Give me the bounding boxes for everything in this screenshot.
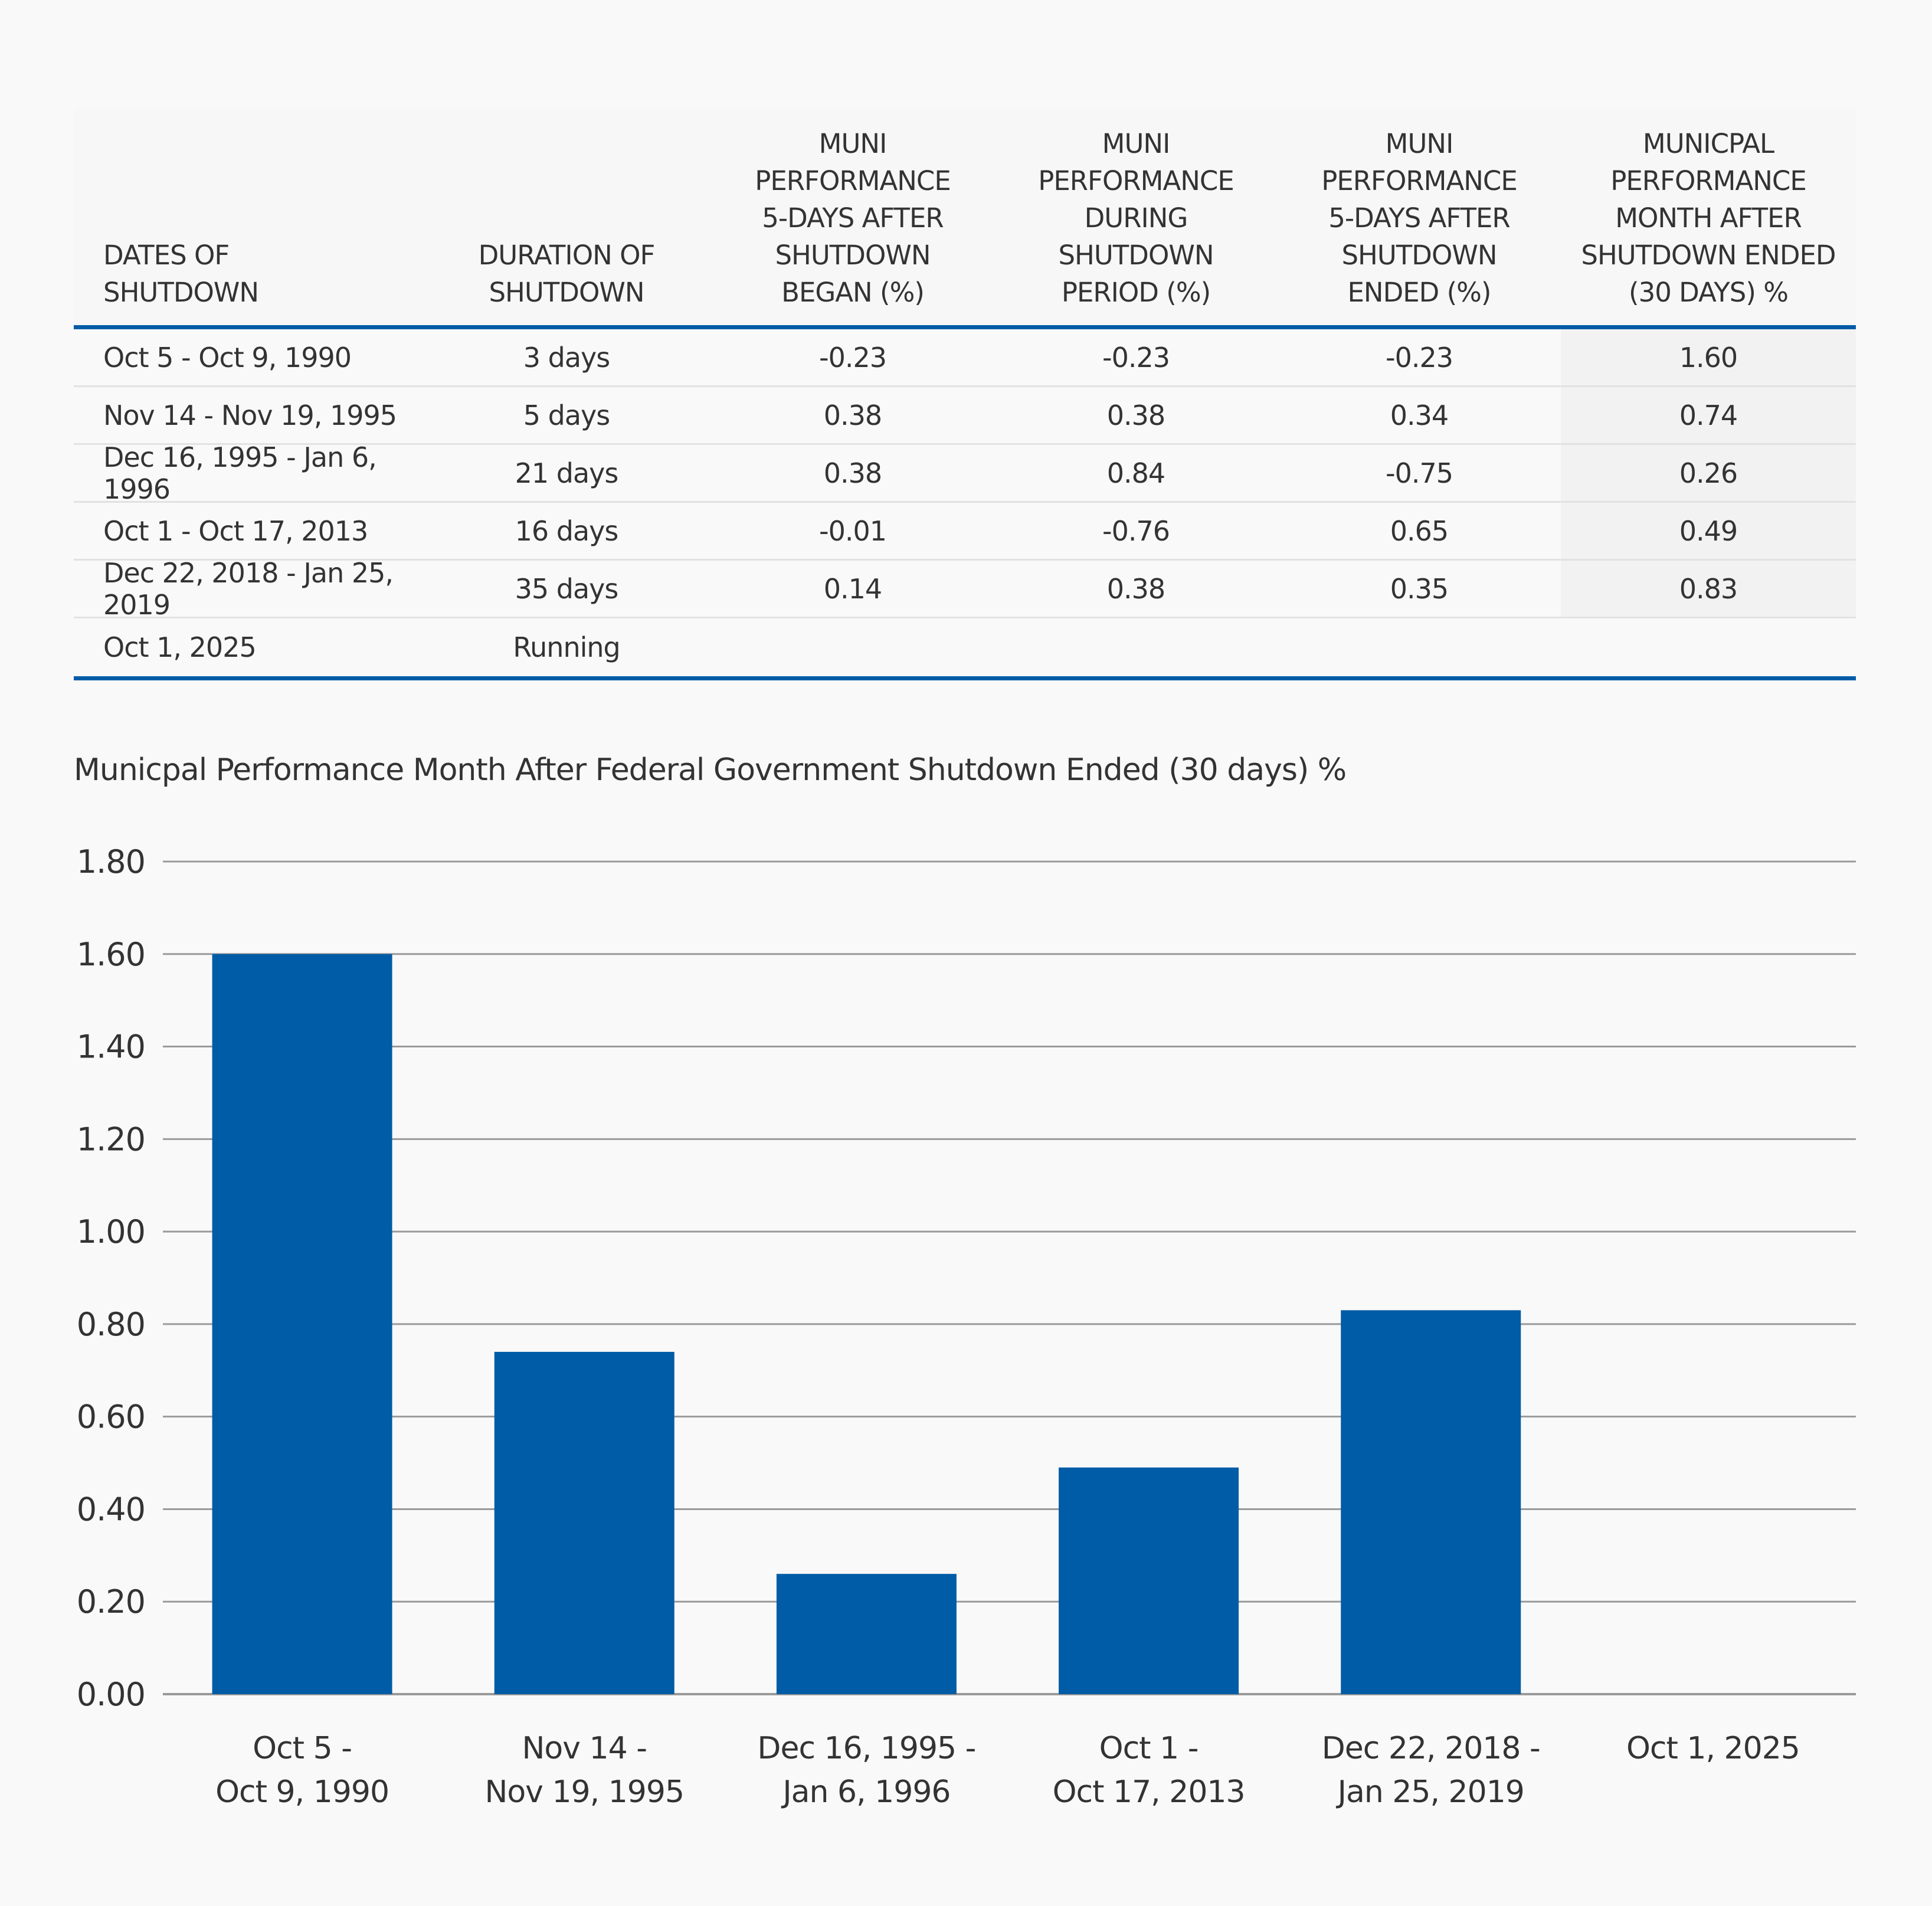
- x-tick-label: Jan 25, 2019: [1336, 1774, 1524, 1810]
- x-tick-label: Nov 14 -: [522, 1731, 647, 1766]
- y-tick-label: 1.00: [77, 1213, 145, 1250]
- x-tick-label: Oct 1 -: [1099, 1731, 1199, 1766]
- bar: [777, 1574, 957, 1694]
- y-tick-label: 0.60: [77, 1399, 145, 1436]
- y-tick-label: 1.20: [77, 1121, 145, 1158]
- x-tick-label: Oct 9, 1990: [215, 1774, 389, 1810]
- x-tick-label: Dec 16, 1995 -: [757, 1731, 975, 1766]
- y-tick-label: 0.80: [77, 1306, 145, 1343]
- x-tick-label: Oct 5 -: [253, 1731, 352, 1766]
- bar: [1059, 1468, 1239, 1694]
- bar: [212, 954, 392, 1694]
- y-tick-label: 0.00: [77, 1676, 145, 1713]
- y-tick-label: 0.20: [77, 1583, 145, 1620]
- bar-chart: 0.00 0.20 0.40 0.60 0.80 1.00 1.20 1.40 1.60 1.80…: [0, 0, 1932, 1906]
- y-tick-label: 0.40: [77, 1491, 145, 1528]
- y-tick-label: 1.60: [77, 936, 145, 973]
- bar: [1341, 1310, 1521, 1694]
- x-tick-label: Oct 17, 2013: [1053, 1774, 1245, 1810]
- x-tick-label: Nov 19, 1995: [484, 1774, 684, 1810]
- y-tick-label: 1.40: [77, 1029, 145, 1066]
- x-tick-label: Jan 6, 1996: [781, 1774, 950, 1810]
- bar: [495, 1352, 674, 1694]
- x-tick-label: Oct 1, 2025: [1626, 1731, 1800, 1766]
- x-tick-label: Dec 22, 2018 -: [1322, 1731, 1540, 1766]
- y-tick-label: 1.80: [77, 843, 145, 880]
